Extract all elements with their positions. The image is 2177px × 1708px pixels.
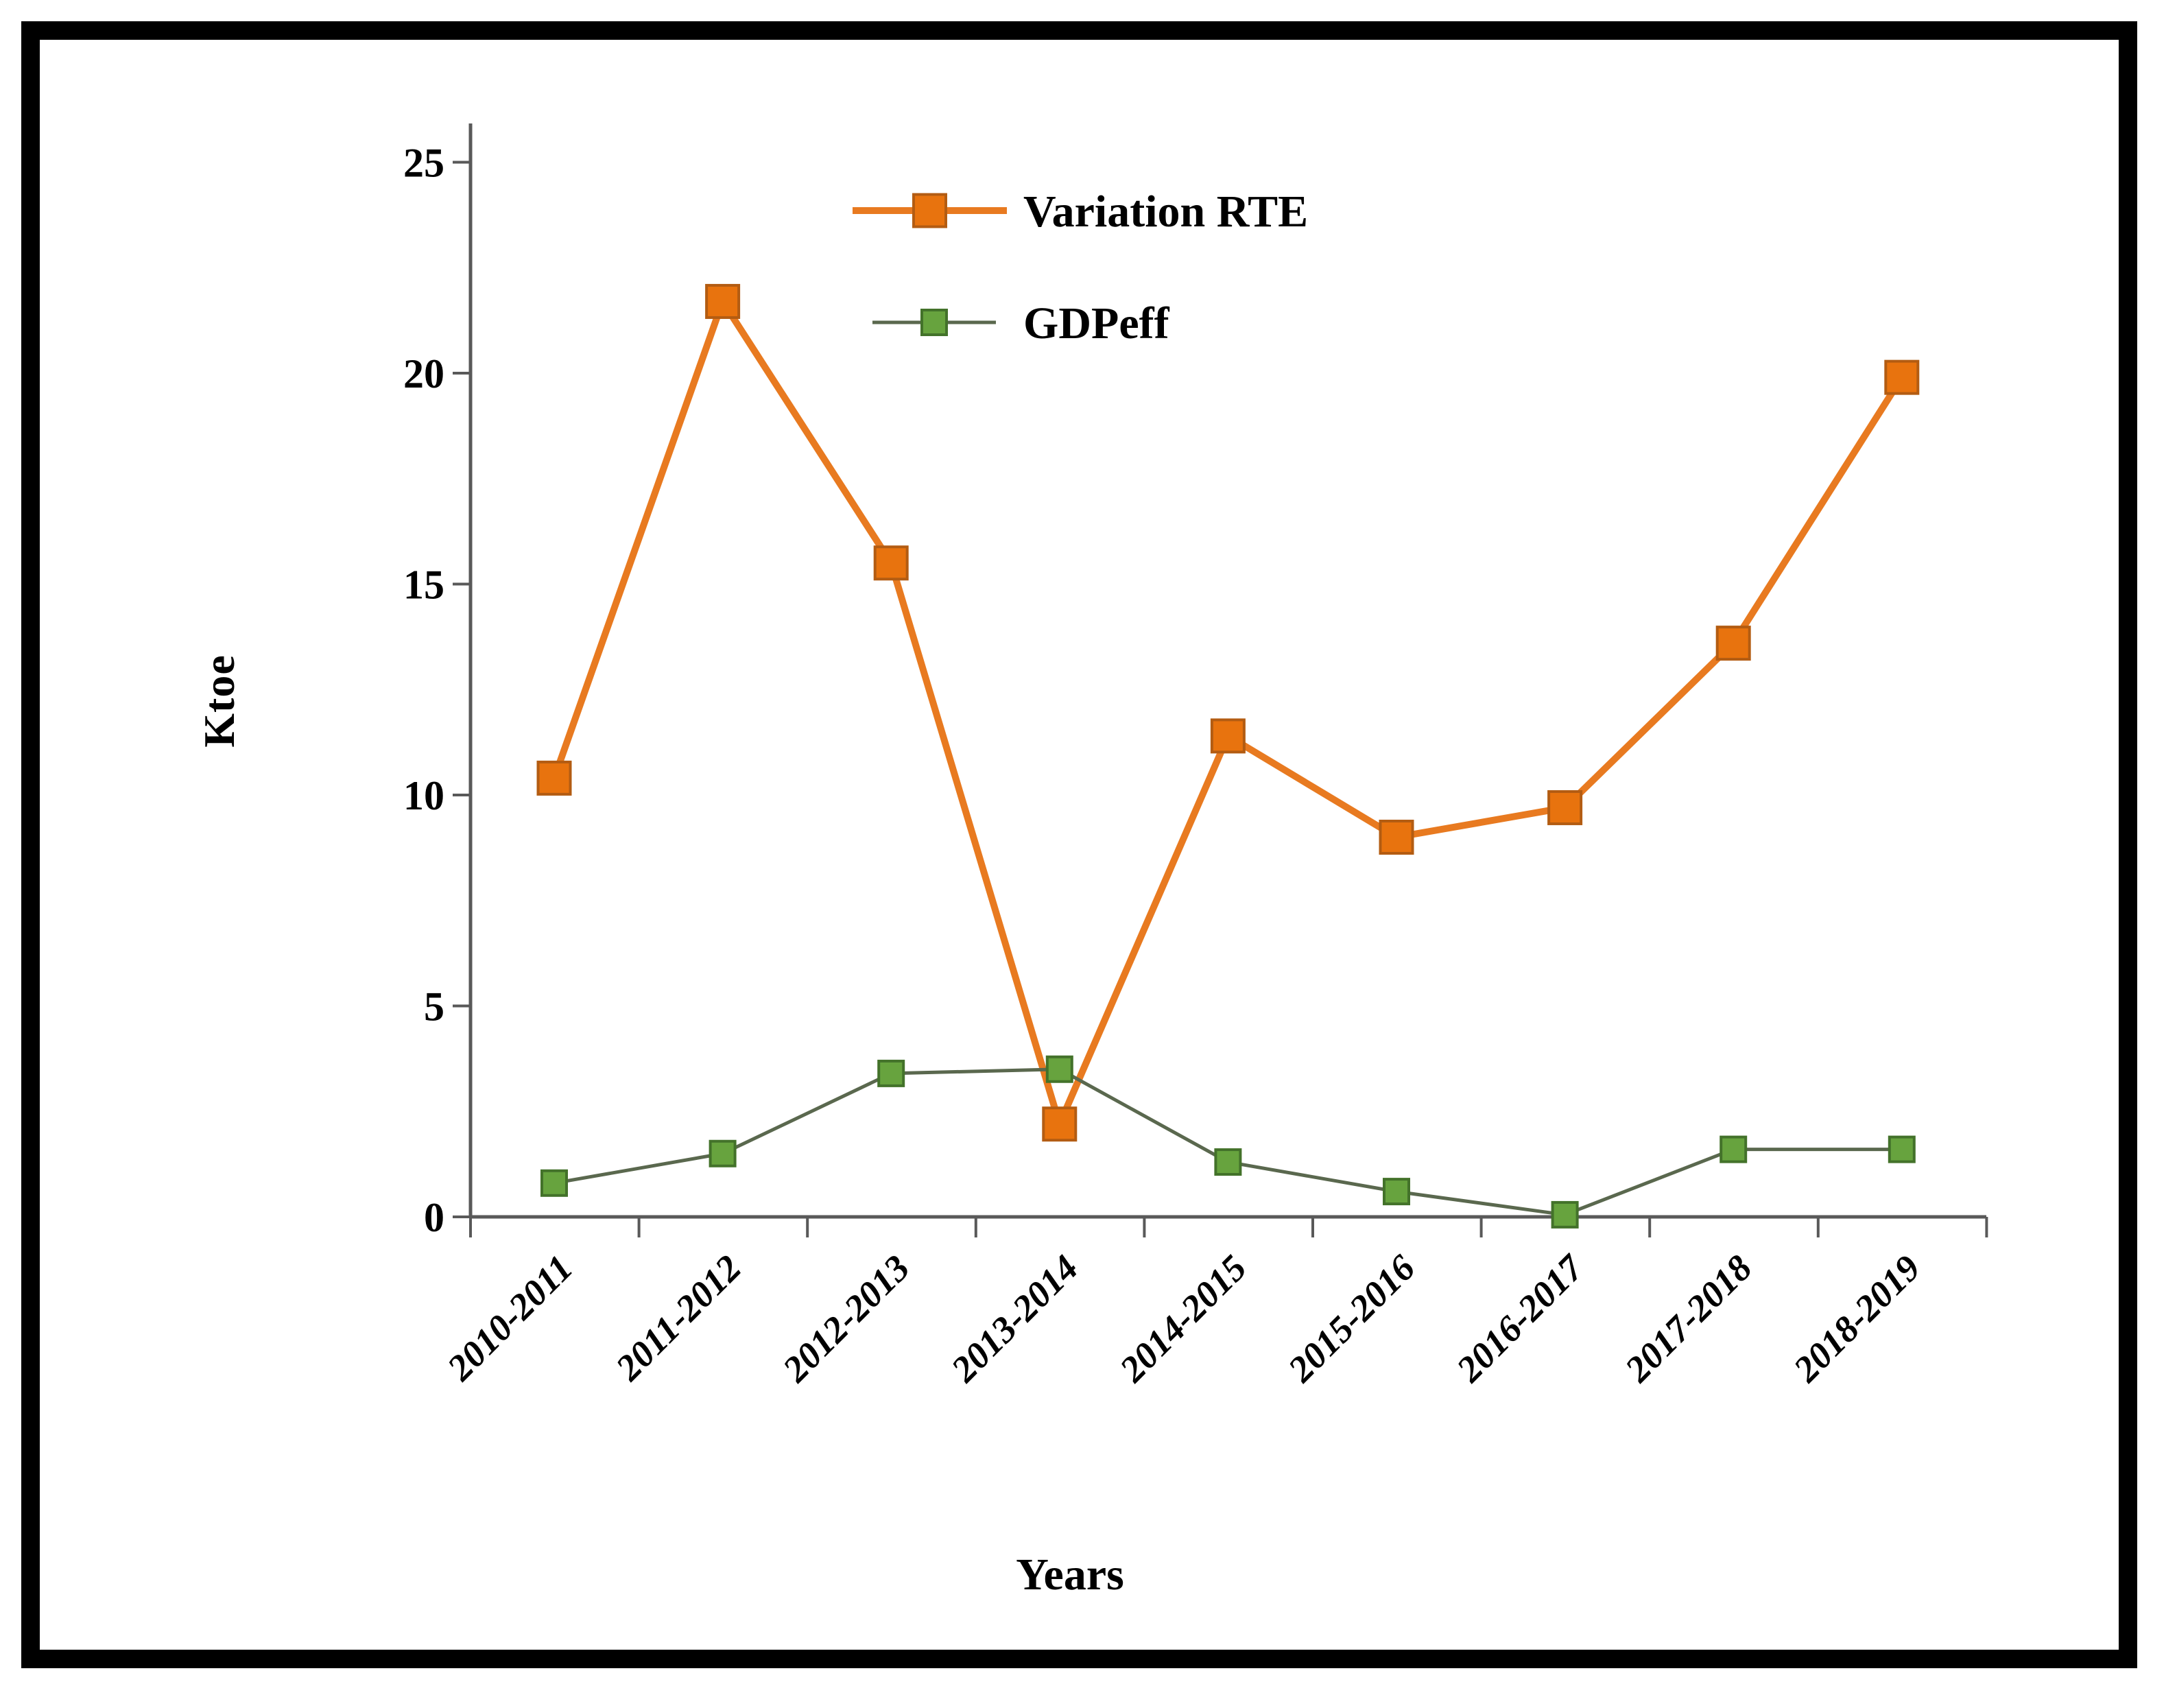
data-point-marker — [873, 545, 909, 581]
x-category-label: 2018-2019 — [1785, 1247, 1929, 1390]
data-point-marker — [709, 1139, 737, 1167]
series-line — [551, 298, 1905, 1128]
y-tick-label: 5 — [424, 984, 444, 1030]
x-category-label: 2014-2015 — [1111, 1247, 1254, 1390]
x-axis-title: Years — [1016, 1550, 1124, 1600]
data-point-marker — [1884, 359, 1920, 395]
y-tick-label: 10 — [403, 773, 444, 818]
legend: Variation RTE GDPeff — [853, 187, 1308, 348]
data-point-marker — [1383, 1178, 1410, 1206]
data-point-marker — [1888, 1135, 1916, 1163]
y-tick-label: 20 — [403, 351, 444, 396]
legend-marker-swatch — [920, 309, 948, 336]
data-point-marker — [540, 1169, 568, 1197]
data-point-marker — [1715, 626, 1751, 661]
data-point-marker — [1551, 1200, 1579, 1229]
data-point-marker — [1210, 718, 1246, 754]
y-tick-label: 15 — [403, 562, 444, 608]
data-point-marker — [705, 283, 741, 319]
series-gdpeff — [540, 1055, 1916, 1229]
data-point-marker — [1379, 820, 1414, 855]
x-category-label: 2013-2014 — [943, 1247, 1086, 1390]
series-variation-rte — [536, 283, 1920, 1142]
x-category-label: 2010-2011 — [439, 1247, 580, 1388]
x-category-label: 2016-2017 — [1449, 1246, 1593, 1390]
y-tick-label: 0 — [424, 1195, 444, 1240]
x-tick-labels: 2010-2011 2011-2012 2012-2013 2013-2014 2014… — [439, 1246, 1928, 1390]
series-line — [554, 1067, 1902, 1217]
axes — [453, 123, 1988, 1237]
x-category-label: 2015-2016 — [1280, 1247, 1423, 1390]
legend-label: GDPeff — [1023, 298, 1170, 348]
data-point-marker — [1547, 790, 1583, 825]
data-point-marker — [1042, 1106, 1078, 1142]
outer-border-frame — [21, 21, 2137, 1668]
x-category-label: 2017-2018 — [1617, 1247, 1760, 1390]
legend-label: Variation RTE — [1023, 187, 1308, 237]
x-category-label: 2011-2012 — [608, 1247, 749, 1388]
legend-item-gdpeff: GDPeff — [872, 298, 1170, 348]
data-point-marker — [1045, 1055, 1073, 1083]
legend-item-variation-rte: Variation RTE — [853, 187, 1308, 237]
x-category-label: 2012-2013 — [774, 1247, 918, 1390]
data-point-marker — [1720, 1135, 1748, 1163]
y-tick-label: 25 — [403, 141, 444, 186]
y-tick-labels: 0 5 10 15 20 25 — [403, 141, 444, 1241]
legend-marker-swatch — [912, 193, 947, 228]
data-point-marker — [1214, 1148, 1242, 1176]
data-point-marker — [877, 1059, 905, 1087]
y-axis-title: Ktoe — [195, 654, 243, 748]
data-point-marker — [536, 760, 572, 796]
